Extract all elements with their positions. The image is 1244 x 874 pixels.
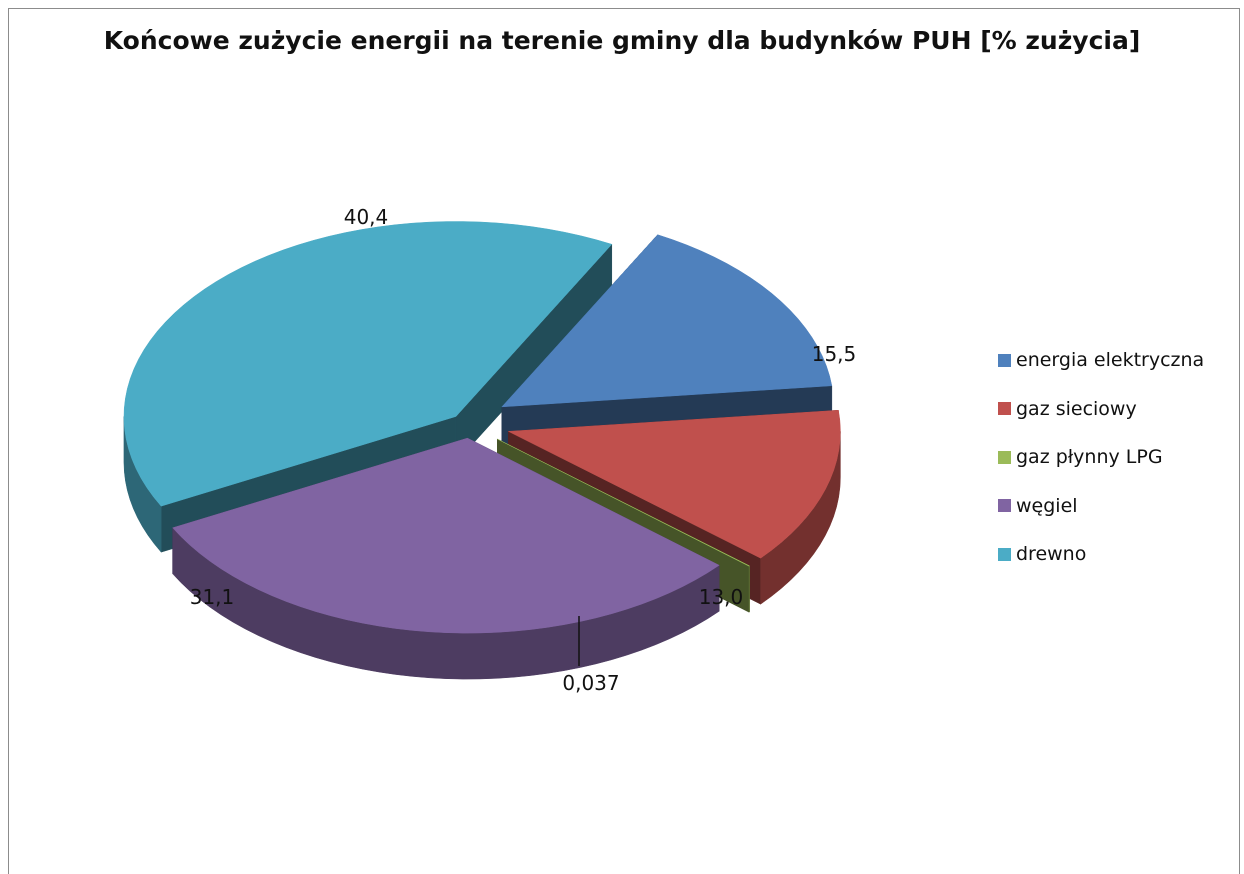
legend-item: węgiel	[998, 482, 1204, 531]
data-labels: 15,5 13,0 0,037 31,1 40,4	[190, 205, 857, 695]
data-label-węgiel: 31,1	[190, 585, 235, 609]
legend-swatch	[998, 547, 1011, 561]
legend-item: gaz sieciowy	[998, 385, 1204, 434]
legend-label: gaz sieciowy	[1016, 397, 1137, 420]
pie-top-drewno	[123, 221, 613, 507]
pie-top-gaz-sieciowy	[507, 409, 841, 559]
pie-top-energia-elektryczna	[501, 234, 833, 408]
data-label-gaz-sieciowy: 13,0	[699, 585, 744, 609]
legend-label: drewno	[1016, 543, 1087, 566]
legend-swatch	[998, 450, 1011, 464]
legend-swatch	[998, 353, 1011, 367]
pie-top-gaz-płynny-lpg	[497, 438, 751, 567]
legend-swatch	[998, 402, 1011, 416]
legend-label: węgiel	[1016, 494, 1078, 517]
legend-item: drewno	[998, 530, 1204, 579]
pie-tops	[123, 221, 841, 634]
data-label-energia-elektryczna: 15,5	[812, 342, 857, 366]
pie-top-węgiel	[172, 437, 720, 634]
legend-label: gaz płynny LPG	[1016, 446, 1163, 469]
legend-item: energia elektryczna	[998, 336, 1204, 385]
legend: energia elektryczna gaz sieciowy gaz płynn…	[998, 336, 1204, 579]
data-label-gaz-płynny-lpg: 0,037	[562, 671, 619, 695]
data-label-drewno: 40,4	[344, 205, 389, 229]
legend-label: energia elektryczna	[1016, 349, 1205, 372]
legend-item: gaz płynny LPG	[998, 433, 1204, 482]
chart-title: Końcowe zużycie energii na terenie gminy…	[103, 26, 1141, 55]
legend-swatch	[998, 499, 1011, 513]
